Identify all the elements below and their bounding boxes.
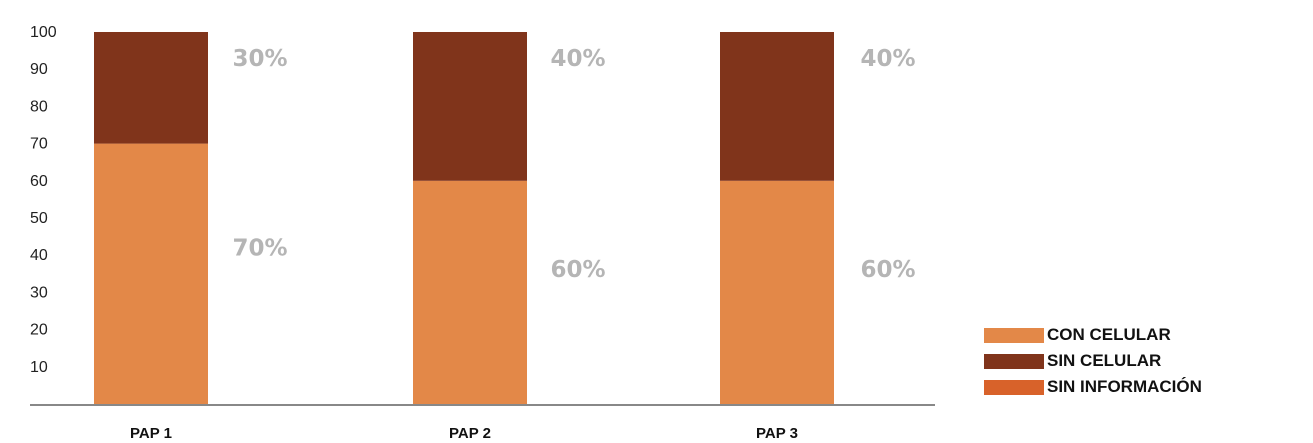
y-tick-label: 70	[30, 136, 48, 153]
y-tick-label: 40	[30, 247, 48, 264]
data-label: 30%	[232, 46, 287, 72]
legend-item-sin-celular: SIN CELULAR	[984, 348, 1304, 374]
y-tick-label: 100	[30, 24, 57, 41]
x-tick-label: PAP 3	[756, 425, 798, 442]
bar-segment	[413, 32, 527, 181]
data-label: 40%	[550, 46, 605, 72]
y-tick-label: 20	[30, 322, 48, 339]
legend-label-sin-celular: SIN CELULAR	[1047, 351, 1162, 370]
data-label: 70%	[232, 236, 287, 262]
legend-label-con-celular: CON CELULAR	[1047, 325, 1171, 344]
y-tick-label: 50	[30, 210, 48, 227]
legend-item-sin-informacion: SIN INFORMACIÓN	[984, 374, 1304, 400]
data-label: 60%	[550, 257, 605, 283]
y-tick-label: 80	[30, 98, 48, 115]
legend-swatch-sin-celular	[984, 353, 1044, 369]
legend-item-con-celular: CON CELULAR	[984, 322, 1304, 348]
y-tick-label: 30	[30, 284, 48, 301]
y-tick-label: 60	[30, 173, 48, 190]
bar-segment	[94, 32, 208, 144]
bar-segment	[720, 180, 834, 404]
x-tick-label: PAP 2	[449, 425, 491, 442]
legend-swatch-con-celular	[984, 327, 1044, 343]
data-label: 60%	[860, 257, 915, 283]
data-label: 40%	[860, 46, 915, 72]
y-tick-label: 10	[30, 359, 48, 376]
bar-segment	[720, 32, 834, 181]
legend: CON CELULAR SIN CELULAR SIN INFORMACIÓN	[984, 322, 1304, 400]
bar-segment	[413, 180, 527, 404]
x-tick-label: PAP 1	[130, 425, 172, 442]
legend-swatch-sin-informacion	[984, 379, 1044, 395]
bar-segment	[94, 143, 208, 404]
legend-label-sin-informacion: SIN INFORMACIÓN	[1047, 377, 1202, 396]
y-tick-label: 90	[30, 61, 48, 78]
